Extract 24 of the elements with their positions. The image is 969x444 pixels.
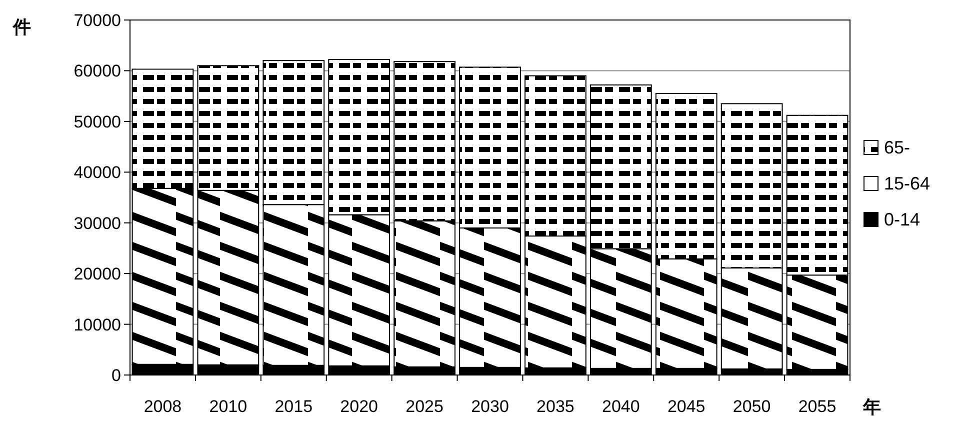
legend-label: 65- [884,138,910,158]
y-tick-label: 0 [112,366,121,385]
x-tick-label: 2035 [536,397,574,416]
x-tick-label: 2055 [798,397,836,416]
x-tick-label: 2045 [667,397,706,416]
y-tick-label: 60000 [74,62,121,81]
y-axis-title: 件 [12,17,31,37]
x-tick-label: 2030 [471,397,509,416]
y-tick-label: 30000 [74,214,121,233]
y-tick-label: 10000 [74,315,121,334]
y-tick-label: 70000 [74,11,121,30]
x-tick-label: 2015 [274,397,313,416]
legend-label: 0-14 [884,210,920,230]
y-tick-label: 50000 [74,112,121,132]
x-tick-label: 2025 [406,397,444,416]
x-tick-label: 2020 [340,397,378,416]
x-tick-label: 2010 [209,397,248,416]
y-tick-label: 40000 [74,163,121,182]
legend-label: 15-64 [884,174,930,194]
x-tick-label: 2040 [602,397,640,416]
x-tick-label: 2008 [144,397,182,416]
x-axis-title: 年 [862,397,881,417]
y-tick-label: 20000 [74,264,121,284]
x-tick-label: 2050 [732,397,771,416]
